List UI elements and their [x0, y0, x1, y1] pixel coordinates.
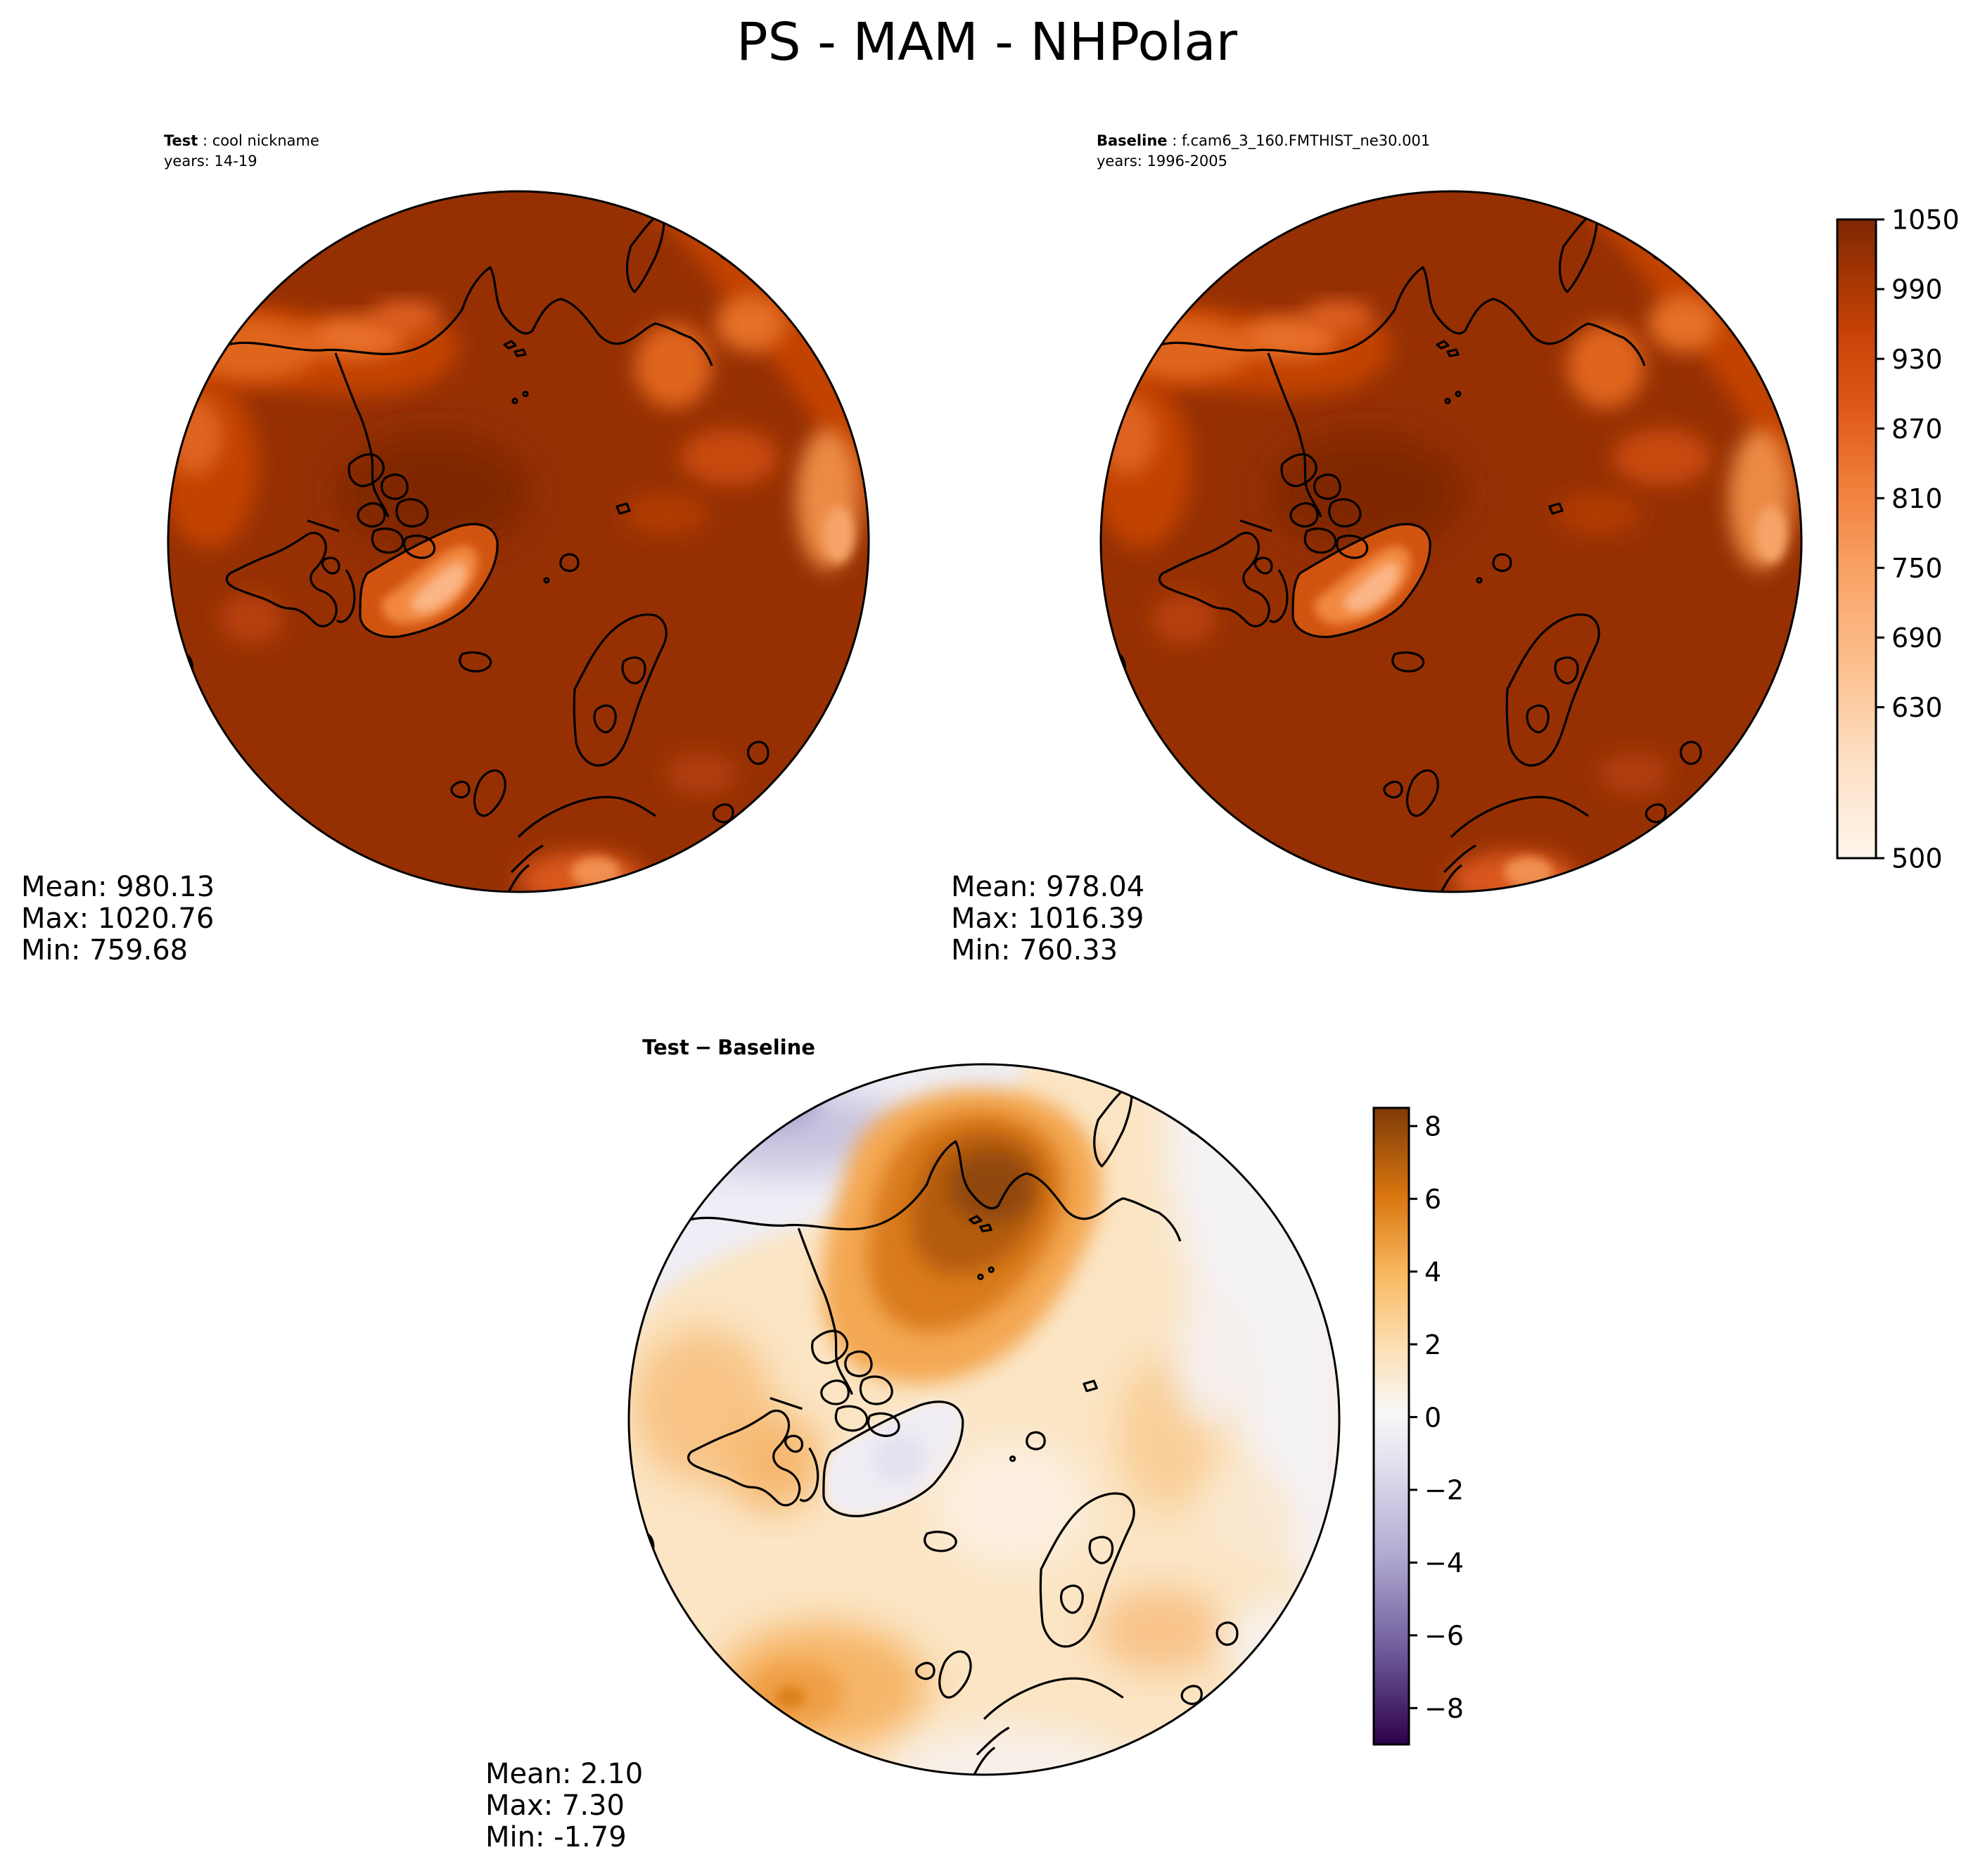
test-years: years: 14-19: [164, 153, 257, 170]
baseline-map-boundary: [1099, 190, 1803, 893]
diff-panel: Test − Baseline Mean: 2.10 Max: 7.30 Min: …: [485, 1035, 1350, 1853]
diff-colorbar-tick-label: 0: [1424, 1402, 1441, 1433]
diff-map: [629, 1064, 1350, 1775]
abs-colorbar-fill: [1836, 218, 1877, 860]
diff-colorbar: 8 6 4 2 0 −2 −4 −6 −8: [1372, 1106, 1464, 1746]
abs-colorbar-tick-label: 1050: [1891, 205, 1960, 236]
test-mean: Mean: 980.13: [21, 871, 215, 903]
abs-colorbar-tick-label: 500: [1891, 843, 1943, 874]
diff-panel-title: Test − Baseline: [642, 1035, 815, 1059]
diff-colorbar-tick-label: 8: [1424, 1111, 1441, 1142]
baseline-panel: Baseline : f.cam6_3_160.FMTHIST_ne30.001…: [951, 132, 1810, 966]
diff-colorbar-ticks: 8 6 4 2 0 −2 −4 −6 −8: [1409, 1111, 1464, 1724]
abs-colorbar-tick-label: 630: [1891, 692, 1943, 723]
baseline-label-sep: :: [1168, 132, 1182, 149]
baseline-years: years: 1996-2005: [1097, 153, 1227, 170]
diff-mean: Mean: 2.10: [485, 1758, 643, 1790]
diff-colorbar-tick-label: 2: [1424, 1329, 1441, 1360]
abs-colorbar-tick-label: 870: [1891, 414, 1943, 445]
diff-colorbar-tick-label: −4: [1424, 1548, 1464, 1578]
baseline-case-name: f.cam6_3_160.FMTHIST_ne30.001: [1182, 132, 1430, 150]
test-label: Test: [164, 132, 198, 149]
diff-max: Max: 7.30: [485, 1789, 625, 1822]
test-min: Min: 759.68: [21, 934, 188, 966]
test-panel: Test : cool nickname years: 14-19 Mean: …: [21, 132, 877, 966]
baseline-max: Max: 1016.39: [951, 902, 1144, 935]
test-map-boundary: [167, 190, 870, 893]
test-label-sep: :: [198, 132, 212, 149]
test-map: [168, 191, 877, 892]
abs-colorbar-tick-label: 750: [1891, 553, 1943, 584]
diff-colorbar-tick-label: 6: [1424, 1184, 1441, 1215]
abs-colorbar-tick-label: 930: [1891, 344, 1943, 375]
diff-colorbar-tick-label: −8: [1424, 1693, 1464, 1724]
baseline-map: [1101, 191, 1810, 892]
baseline-mean: Mean: 978.04: [951, 871, 1144, 903]
diff-title-op: −: [695, 1035, 712, 1059]
diff-colorbar-fill: [1372, 1106, 1410, 1746]
abs-colorbar-tick-label: 690: [1891, 623, 1943, 653]
figure-title: PS - MAM - NHPolar: [736, 12, 1238, 72]
baseline-min: Min: 760.33: [951, 934, 1118, 966]
diff-colorbar-tick-label: −6: [1424, 1621, 1464, 1652]
diff-colorbar-tick-label: −2: [1424, 1475, 1464, 1506]
diff-map-boundary: [627, 1063, 1341, 1776]
diff-title-baseline: Baseline: [717, 1035, 815, 1059]
baseline-label: Baseline: [1097, 132, 1168, 149]
baseline-panel-title: Baseline : f.cam6_3_160.FMTHIST_ne30.001: [1097, 132, 1430, 150]
diff-colorbar-tick-label: 4: [1424, 1256, 1441, 1287]
abs-colorbar-tick-label: 810: [1891, 483, 1943, 514]
test-max: Max: 1020.76: [21, 902, 214, 935]
abs-colorbar: 1050 990 930 870 810 750 690 630 500: [1836, 205, 1960, 874]
test-panel-title: Test : cool nickname: [164, 132, 319, 149]
diff-min: Min: -1.79: [485, 1821, 627, 1853]
abs-colorbar-ticks: 1050 990 930 870 810 750 690 630 500: [1876, 205, 1960, 874]
diff-title-test: Test: [642, 1035, 689, 1059]
abs-colorbar-tick-label: 990: [1891, 274, 1943, 305]
test-case-name: cool nickname: [212, 132, 319, 149]
